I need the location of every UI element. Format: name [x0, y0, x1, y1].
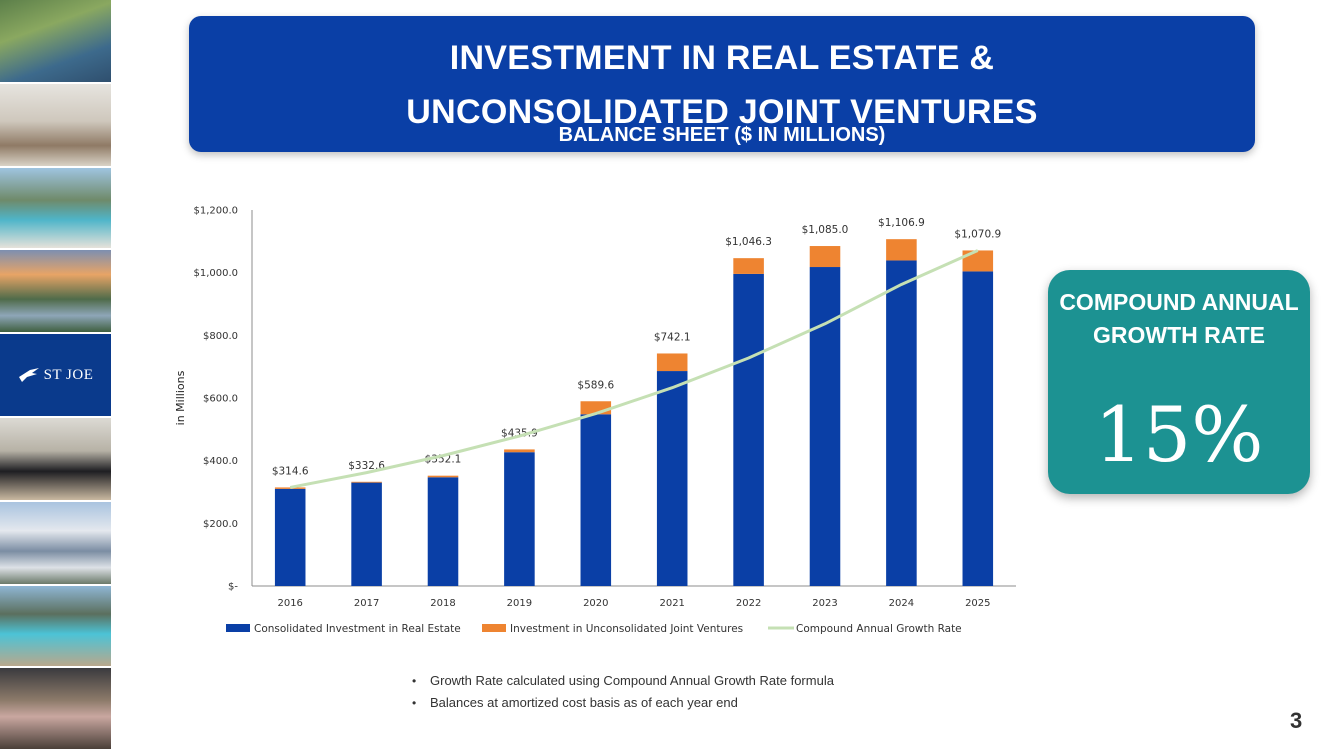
footnote: Balances at amortized cost basis as of e… — [412, 692, 834, 714]
title-banner: INVESTMENT IN REAL ESTATE & UNCONSOLIDAT… — [189, 16, 1255, 152]
legend-label: Consolidated Investment in Real Estate — [254, 623, 461, 635]
bar-joint-ventures — [351, 481, 382, 483]
legend-label: Investment in Unconsolidated Joint Ventu… — [510, 623, 743, 635]
y-tick-label: $600.0 — [203, 394, 238, 405]
x-tick-label: 2016 — [277, 598, 302, 609]
data-label: $589.6 — [577, 379, 614, 391]
cagr-label: COMPOUND ANNUAL GROWTH RATE — [1059, 289, 1299, 348]
x-tick-label: 2020 — [583, 598, 608, 609]
x-tick-label: 2017 — [354, 598, 379, 609]
y-tick-label: $400.0 — [203, 456, 238, 467]
y-tick-label: $1,200.0 — [193, 206, 238, 217]
bar-consolidated — [427, 477, 459, 586]
bar-joint-ventures — [504, 449, 535, 453]
bar-joint-ventures — [809, 246, 841, 268]
staff-photo — [0, 418, 111, 500]
x-tick-label: 2023 — [812, 598, 837, 609]
st-joe-logo: ST JOE — [0, 334, 111, 416]
footnote: Growth Rate calculated using Compound An… — [412, 670, 834, 692]
x-tick-label: 2019 — [507, 598, 532, 609]
title-line-2: UNCONSOLIDATED JOINT VENTURES — [406, 93, 1038, 131]
event-crowd-photo — [0, 668, 111, 749]
data-label: $314.6 — [272, 465, 309, 477]
data-label: $1,106.9 — [878, 217, 925, 229]
bar-joint-ventures — [733, 258, 764, 274]
lazy-river-photo — [0, 586, 111, 666]
bar-consolidated — [580, 414, 612, 586]
y-tick-label: $1,000.0 — [193, 268, 238, 279]
data-label: $332.6 — [348, 460, 385, 472]
x-tick-label: 2025 — [965, 598, 990, 609]
bar-joint-ventures — [274, 487, 306, 489]
bar-consolidated — [504, 452, 535, 586]
bar-joint-ventures — [427, 475, 459, 478]
bar-consolidated — [962, 271, 994, 586]
cagr-line — [289, 249, 979, 489]
data-label: $1,085.0 — [802, 224, 849, 236]
y-axis-title: in Millions — [174, 370, 187, 425]
x-tick-label: 2021 — [659, 598, 684, 609]
title-line-1: INVESTMENT IN REAL ESTATE & — [449, 39, 995, 77]
bar-joint-ventures — [962, 250, 994, 272]
bar-consolidated — [733, 273, 764, 586]
y-tick-label: $- — [228, 582, 238, 593]
golf-course-photo — [0, 0, 111, 82]
subtitle: BALANCE SHEET ($ IN MILLIONS) — [558, 124, 886, 146]
cagr-value: 15% — [1094, 390, 1264, 479]
bar-joint-ventures — [656, 353, 688, 372]
data-label: $1,046.3 — [725, 236, 772, 248]
page-number: 3 — [1290, 708, 1303, 733]
resort-pool-photo — [0, 168, 111, 248]
sunset-lake-photo — [0, 250, 111, 332]
legend-label: Compound Annual Growth Rate — [796, 623, 962, 635]
logo-text: ST JOE — [43, 366, 94, 383]
data-label: $435.9 — [501, 427, 538, 439]
bar-consolidated — [656, 371, 688, 586]
footnotes: Growth Rate calculated using Compound An… — [412, 670, 834, 714]
y-tick-label: $200.0 — [203, 519, 238, 530]
y-tick-label: $800.0 — [203, 331, 238, 342]
bar-consolidated — [351, 482, 382, 586]
x-tick-label: 2024 — [889, 598, 914, 609]
bar-consolidated — [274, 488, 306, 586]
x-tick-label: 2022 — [736, 598, 761, 609]
family-photo — [0, 84, 111, 166]
data-label: $1,070.9 — [954, 228, 1001, 240]
bar-consolidated — [809, 267, 841, 586]
heron-logo-icon — [18, 368, 39, 382]
x-tick-label: 2018 — [430, 598, 455, 609]
legend-swatch — [482, 624, 506, 632]
office-building-photo — [0, 502, 111, 584]
cagr-callout: COMPOUND ANNUAL GROWTH RATE 15% — [1048, 270, 1310, 494]
photo-strip: ST JOE — [0, 0, 111, 749]
bar-joint-ventures — [886, 239, 917, 261]
data-label: $742.1 — [654, 331, 691, 343]
stacked-bar-chart: $- $200.0 $400.0 $600.0 $800.0 $1,000.0 $1,200… — [174, 206, 1016, 635]
bar-consolidated — [886, 260, 917, 586]
legend-swatch — [226, 624, 250, 632]
